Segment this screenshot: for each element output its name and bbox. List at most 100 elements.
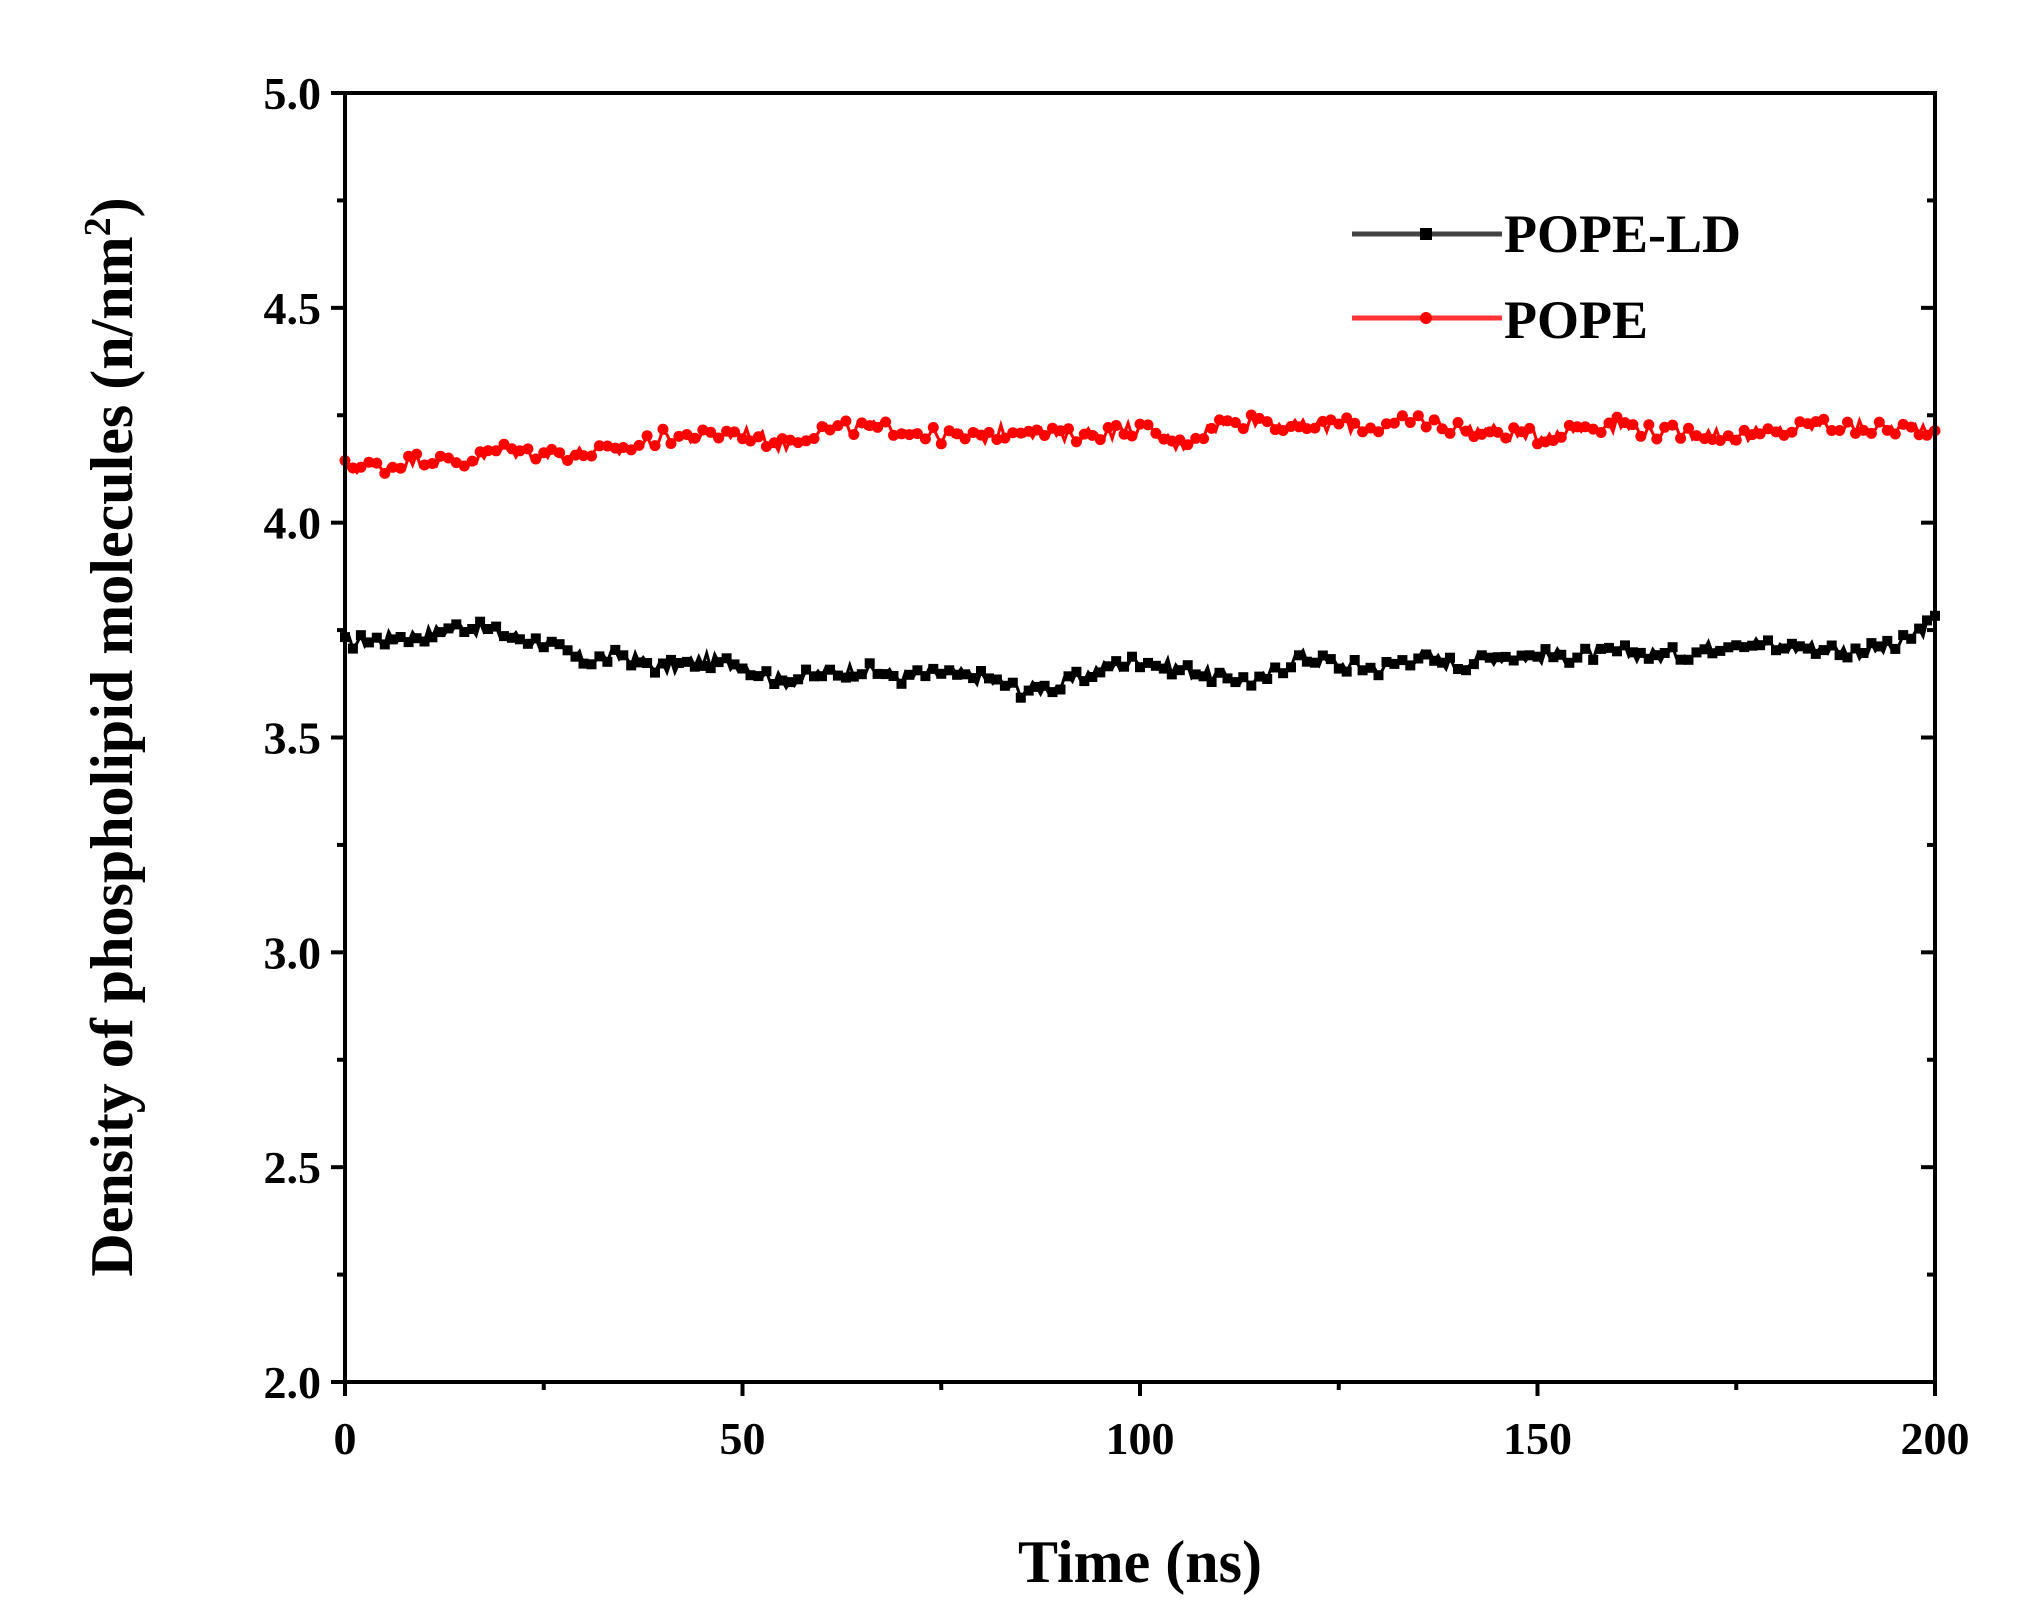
- plot-frame: [343, 91, 1937, 1384]
- data-point: [1580, 643, 1591, 654]
- data-point: [1349, 417, 1361, 429]
- data-point: [1389, 658, 1400, 669]
- data-point: [1620, 640, 1630, 651]
- data-point: [1906, 633, 1917, 644]
- data-point: [1063, 423, 1074, 435]
- data-point: [1460, 425, 1472, 437]
- data-point: [880, 669, 891, 680]
- x-tick-label: 0: [334, 1413, 357, 1464]
- data-point: [1126, 430, 1138, 442]
- data-point: [554, 639, 565, 650]
- data-point: [1158, 663, 1169, 674]
- data-point: [1612, 646, 1622, 657]
- data-point: [809, 671, 819, 682]
- data-point: [1333, 418, 1345, 430]
- data-point: [1341, 666, 1352, 677]
- data-point: [1110, 420, 1122, 431]
- data-point: [1818, 413, 1830, 425]
- data-point: [1595, 427, 1607, 438]
- data-point: [1150, 427, 1162, 439]
- data-point: [466, 455, 478, 467]
- data-point: [911, 428, 923, 440]
- data-point: [832, 670, 843, 681]
- y-axis-title-main: Density of phospholipid molecules (n/nm: [79, 236, 145, 1276]
- data-point: [713, 432, 725, 444]
- data-point: [753, 671, 764, 682]
- legend-item-pope-ld: POPE-LD: [1352, 204, 1741, 264]
- data-point: [1135, 662, 1145, 673]
- data-point: [451, 619, 462, 630]
- data-point: [1397, 655, 1408, 666]
- data-point: [840, 415, 852, 427]
- legend-label-pope-ld: POPE-LD: [1504, 204, 1741, 264]
- data-point: [856, 669, 867, 680]
- data-point: [602, 656, 613, 667]
- data-point: [1412, 410, 1424, 422]
- data-point: [1031, 681, 1042, 692]
- data-point: [538, 642, 549, 653]
- data-point: [1786, 426, 1798, 438]
- data-point: [379, 467, 391, 479]
- data-point: [927, 422, 939, 433]
- data-point: [1643, 419, 1655, 431]
- data-point: [952, 669, 963, 680]
- data-point: [1182, 439, 1194, 451]
- data-point: [1039, 680, 1050, 691]
- data-point: [960, 669, 971, 680]
- data-point: [872, 668, 883, 679]
- data-point: [371, 632, 382, 643]
- data-point: [467, 624, 478, 634]
- data-point: [1779, 643, 1789, 654]
- y-tick-label: 5.0: [264, 68, 322, 119]
- data-point: [689, 432, 701, 444]
- y-tick-label: 3.5: [264, 713, 322, 764]
- data-point: [1834, 425, 1846, 436]
- data-point: [1842, 416, 1853, 428]
- data-point: [1174, 665, 1185, 676]
- data-point: [475, 616, 486, 627]
- data-point: [379, 639, 390, 650]
- data-point: [411, 448, 423, 460]
- data-point: [793, 674, 804, 685]
- data-point: [1571, 421, 1583, 433]
- data-point: [1889, 428, 1901, 440]
- data-point: [562, 645, 573, 656]
- data-point: [1127, 651, 1137, 662]
- data-point: [363, 637, 374, 648]
- data-point: [554, 447, 566, 459]
- y-tick-labels: 2.0 2.5 3.0 3.5 4.0 4.5 5.0: [264, 68, 322, 1408]
- data-point: [1461, 665, 1471, 676]
- data-point: [1842, 652, 1853, 663]
- data-point: [1826, 640, 1837, 651]
- data-point: [1596, 643, 1607, 654]
- data-point: [355, 461, 367, 473]
- data-point: [1524, 650, 1535, 661]
- data-point: [1882, 635, 1893, 646]
- data-point: [935, 438, 947, 450]
- data-point: [1865, 427, 1877, 439]
- data-point: [1722, 430, 1734, 442]
- data-point: [912, 665, 923, 676]
- data-point: [1143, 657, 1153, 668]
- data-point: [419, 636, 430, 647]
- data-point: [634, 657, 645, 668]
- data-point: [1301, 656, 1312, 667]
- data-point: [1341, 412, 1353, 424]
- data-point: [832, 420, 844, 432]
- data-point: [1111, 656, 1122, 667]
- data-point: [944, 665, 955, 676]
- data-point: [1707, 648, 1718, 659]
- data-point: [347, 643, 358, 654]
- data-point: [1142, 419, 1154, 431]
- data-point: [1818, 645, 1829, 656]
- y-tick-label: 3.0: [264, 927, 322, 978]
- data-point: [609, 442, 621, 454]
- data-point: [506, 632, 517, 643]
- data-point: [658, 658, 668, 669]
- data-point: [1699, 644, 1710, 655]
- data-point: [1404, 417, 1416, 428]
- data-point: [1238, 672, 1249, 683]
- data-point: [1508, 655, 1519, 666]
- data-point: [864, 658, 875, 669]
- data-point: [1921, 429, 1933, 441]
